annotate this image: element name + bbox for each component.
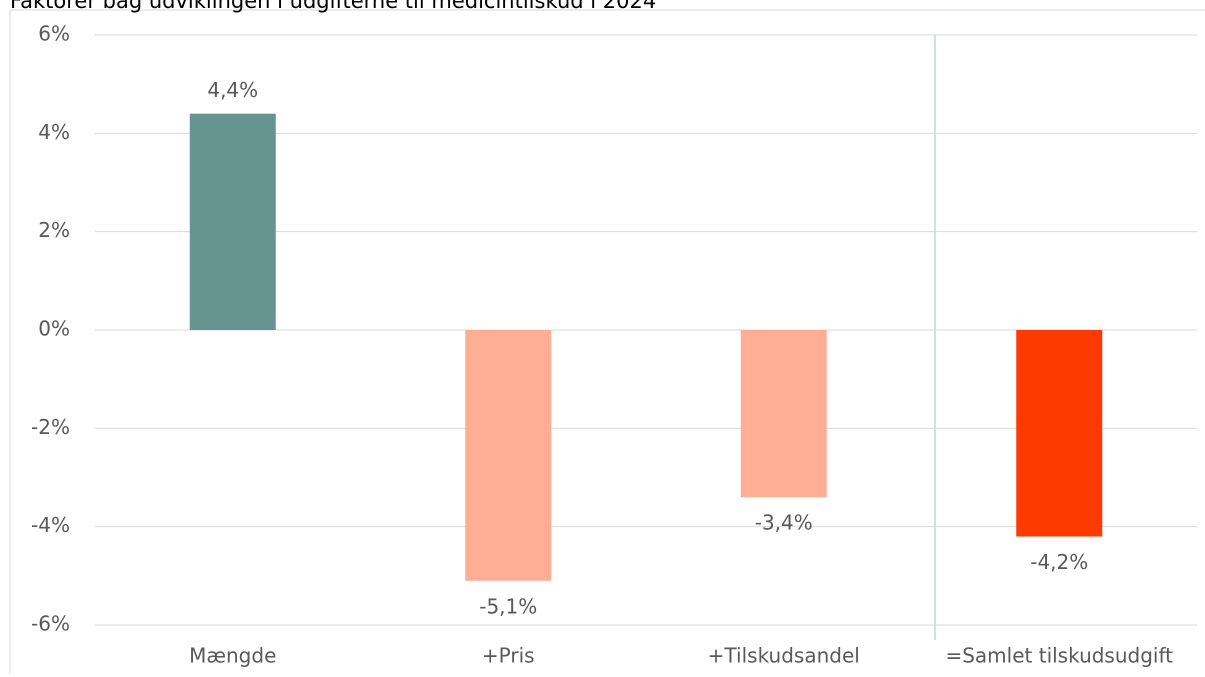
y-tick-label: -6% <box>31 612 70 636</box>
bar <box>465 330 552 581</box>
value-label: 4,4% <box>207 78 258 102</box>
bar <box>1016 330 1103 537</box>
value-label: -4,2% <box>1030 550 1088 574</box>
y-tick-label: 0% <box>38 317 70 341</box>
x-tick-label: +Tilskudsandel <box>708 644 860 668</box>
value-label: -3,4% <box>755 511 813 535</box>
bar <box>740 330 827 498</box>
y-tick-label: -4% <box>31 513 70 537</box>
bar <box>189 113 276 331</box>
y-tick-label: 2% <box>38 218 70 242</box>
chart-border <box>9 9 1205 677</box>
y-tick-label: 6% <box>38 22 70 46</box>
value-label: -5,1% <box>479 594 537 618</box>
chart-title: Faktorer bag udviklingen i udgifterne ti… <box>10 0 656 13</box>
y-tick-label: -2% <box>31 415 70 439</box>
y-tick-label: 4% <box>38 120 70 144</box>
x-tick-label: +Pris <box>482 644 535 668</box>
x-tick-label: =Samlet tilskudsudgift <box>945 644 1173 668</box>
x-tick-label: Mængde <box>189 644 276 668</box>
